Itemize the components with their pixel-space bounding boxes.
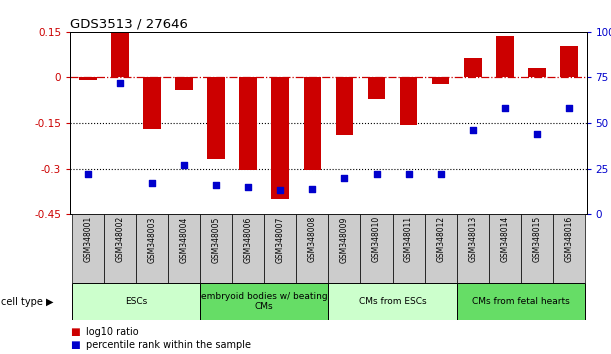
Text: percentile rank within the sample: percentile rank within the sample bbox=[86, 340, 251, 350]
Bar bbox=[304, 78, 321, 170]
Point bbox=[147, 180, 157, 186]
Bar bbox=[560, 46, 578, 78]
Bar bbox=[265, 214, 296, 283]
Bar bbox=[432, 78, 450, 84]
Text: GSM348002: GSM348002 bbox=[115, 216, 125, 262]
Text: ■: ■ bbox=[70, 340, 80, 350]
Bar bbox=[240, 78, 257, 170]
Bar bbox=[104, 214, 136, 283]
Bar bbox=[200, 283, 328, 320]
Text: GSM348016: GSM348016 bbox=[565, 216, 573, 262]
Text: CMs from ESCs: CMs from ESCs bbox=[359, 297, 426, 306]
Bar bbox=[328, 283, 456, 320]
Bar bbox=[136, 214, 168, 283]
Point bbox=[500, 105, 510, 111]
Bar bbox=[553, 214, 585, 283]
Bar bbox=[143, 78, 161, 129]
Text: GSM348008: GSM348008 bbox=[308, 216, 317, 262]
Text: GSM348001: GSM348001 bbox=[84, 216, 92, 262]
Bar bbox=[200, 214, 232, 283]
Bar bbox=[335, 78, 353, 135]
Bar bbox=[111, 32, 129, 78]
Point bbox=[83, 171, 93, 177]
Point bbox=[436, 171, 445, 177]
Bar bbox=[72, 214, 104, 283]
Bar bbox=[207, 78, 225, 159]
Bar bbox=[168, 214, 200, 283]
Bar bbox=[368, 78, 386, 99]
Point bbox=[468, 127, 478, 133]
Bar bbox=[232, 214, 265, 283]
Text: CMs from fetal hearts: CMs from fetal hearts bbox=[472, 297, 569, 306]
Point bbox=[307, 186, 317, 192]
Text: GSM348010: GSM348010 bbox=[372, 216, 381, 262]
Text: ■: ■ bbox=[70, 327, 80, 337]
Point bbox=[371, 171, 381, 177]
Bar bbox=[528, 68, 546, 78]
Text: ▶: ▶ bbox=[46, 297, 54, 307]
Bar bbox=[464, 58, 481, 78]
Text: GSM348005: GSM348005 bbox=[211, 216, 221, 263]
Text: GSM348015: GSM348015 bbox=[532, 216, 541, 262]
Text: GSM348012: GSM348012 bbox=[436, 216, 445, 262]
Point bbox=[404, 171, 414, 177]
Point bbox=[179, 162, 189, 168]
Text: GSM348006: GSM348006 bbox=[244, 216, 253, 263]
Text: embryoid bodies w/ beating
CMs: embryoid bodies w/ beating CMs bbox=[201, 292, 327, 312]
Point bbox=[340, 175, 349, 181]
Text: GSM348004: GSM348004 bbox=[180, 216, 189, 263]
Bar bbox=[400, 78, 417, 125]
Point bbox=[115, 80, 125, 86]
Bar bbox=[456, 214, 489, 283]
Text: GSM348013: GSM348013 bbox=[468, 216, 477, 262]
Text: GDS3513 / 27646: GDS3513 / 27646 bbox=[70, 18, 188, 31]
Point bbox=[211, 182, 221, 188]
Bar bbox=[296, 214, 329, 283]
Bar bbox=[360, 214, 392, 283]
Point bbox=[243, 184, 253, 190]
Text: GSM348003: GSM348003 bbox=[147, 216, 156, 263]
Bar bbox=[456, 283, 585, 320]
Point bbox=[276, 188, 285, 193]
Bar bbox=[425, 214, 456, 283]
Text: cell type: cell type bbox=[1, 297, 46, 307]
Text: GSM348014: GSM348014 bbox=[500, 216, 510, 262]
Bar bbox=[271, 78, 289, 199]
Text: GSM348011: GSM348011 bbox=[404, 216, 413, 262]
Bar bbox=[521, 214, 553, 283]
Bar bbox=[72, 283, 200, 320]
Point bbox=[532, 131, 542, 137]
Bar bbox=[79, 78, 97, 80]
Bar bbox=[496, 36, 514, 78]
Text: ESCs: ESCs bbox=[125, 297, 147, 306]
Point bbox=[564, 105, 574, 111]
Text: GSM348009: GSM348009 bbox=[340, 216, 349, 263]
Bar bbox=[175, 78, 193, 90]
Text: log10 ratio: log10 ratio bbox=[86, 327, 138, 337]
Bar bbox=[489, 214, 521, 283]
Bar bbox=[328, 214, 360, 283]
Bar bbox=[392, 214, 425, 283]
Text: GSM348007: GSM348007 bbox=[276, 216, 285, 263]
